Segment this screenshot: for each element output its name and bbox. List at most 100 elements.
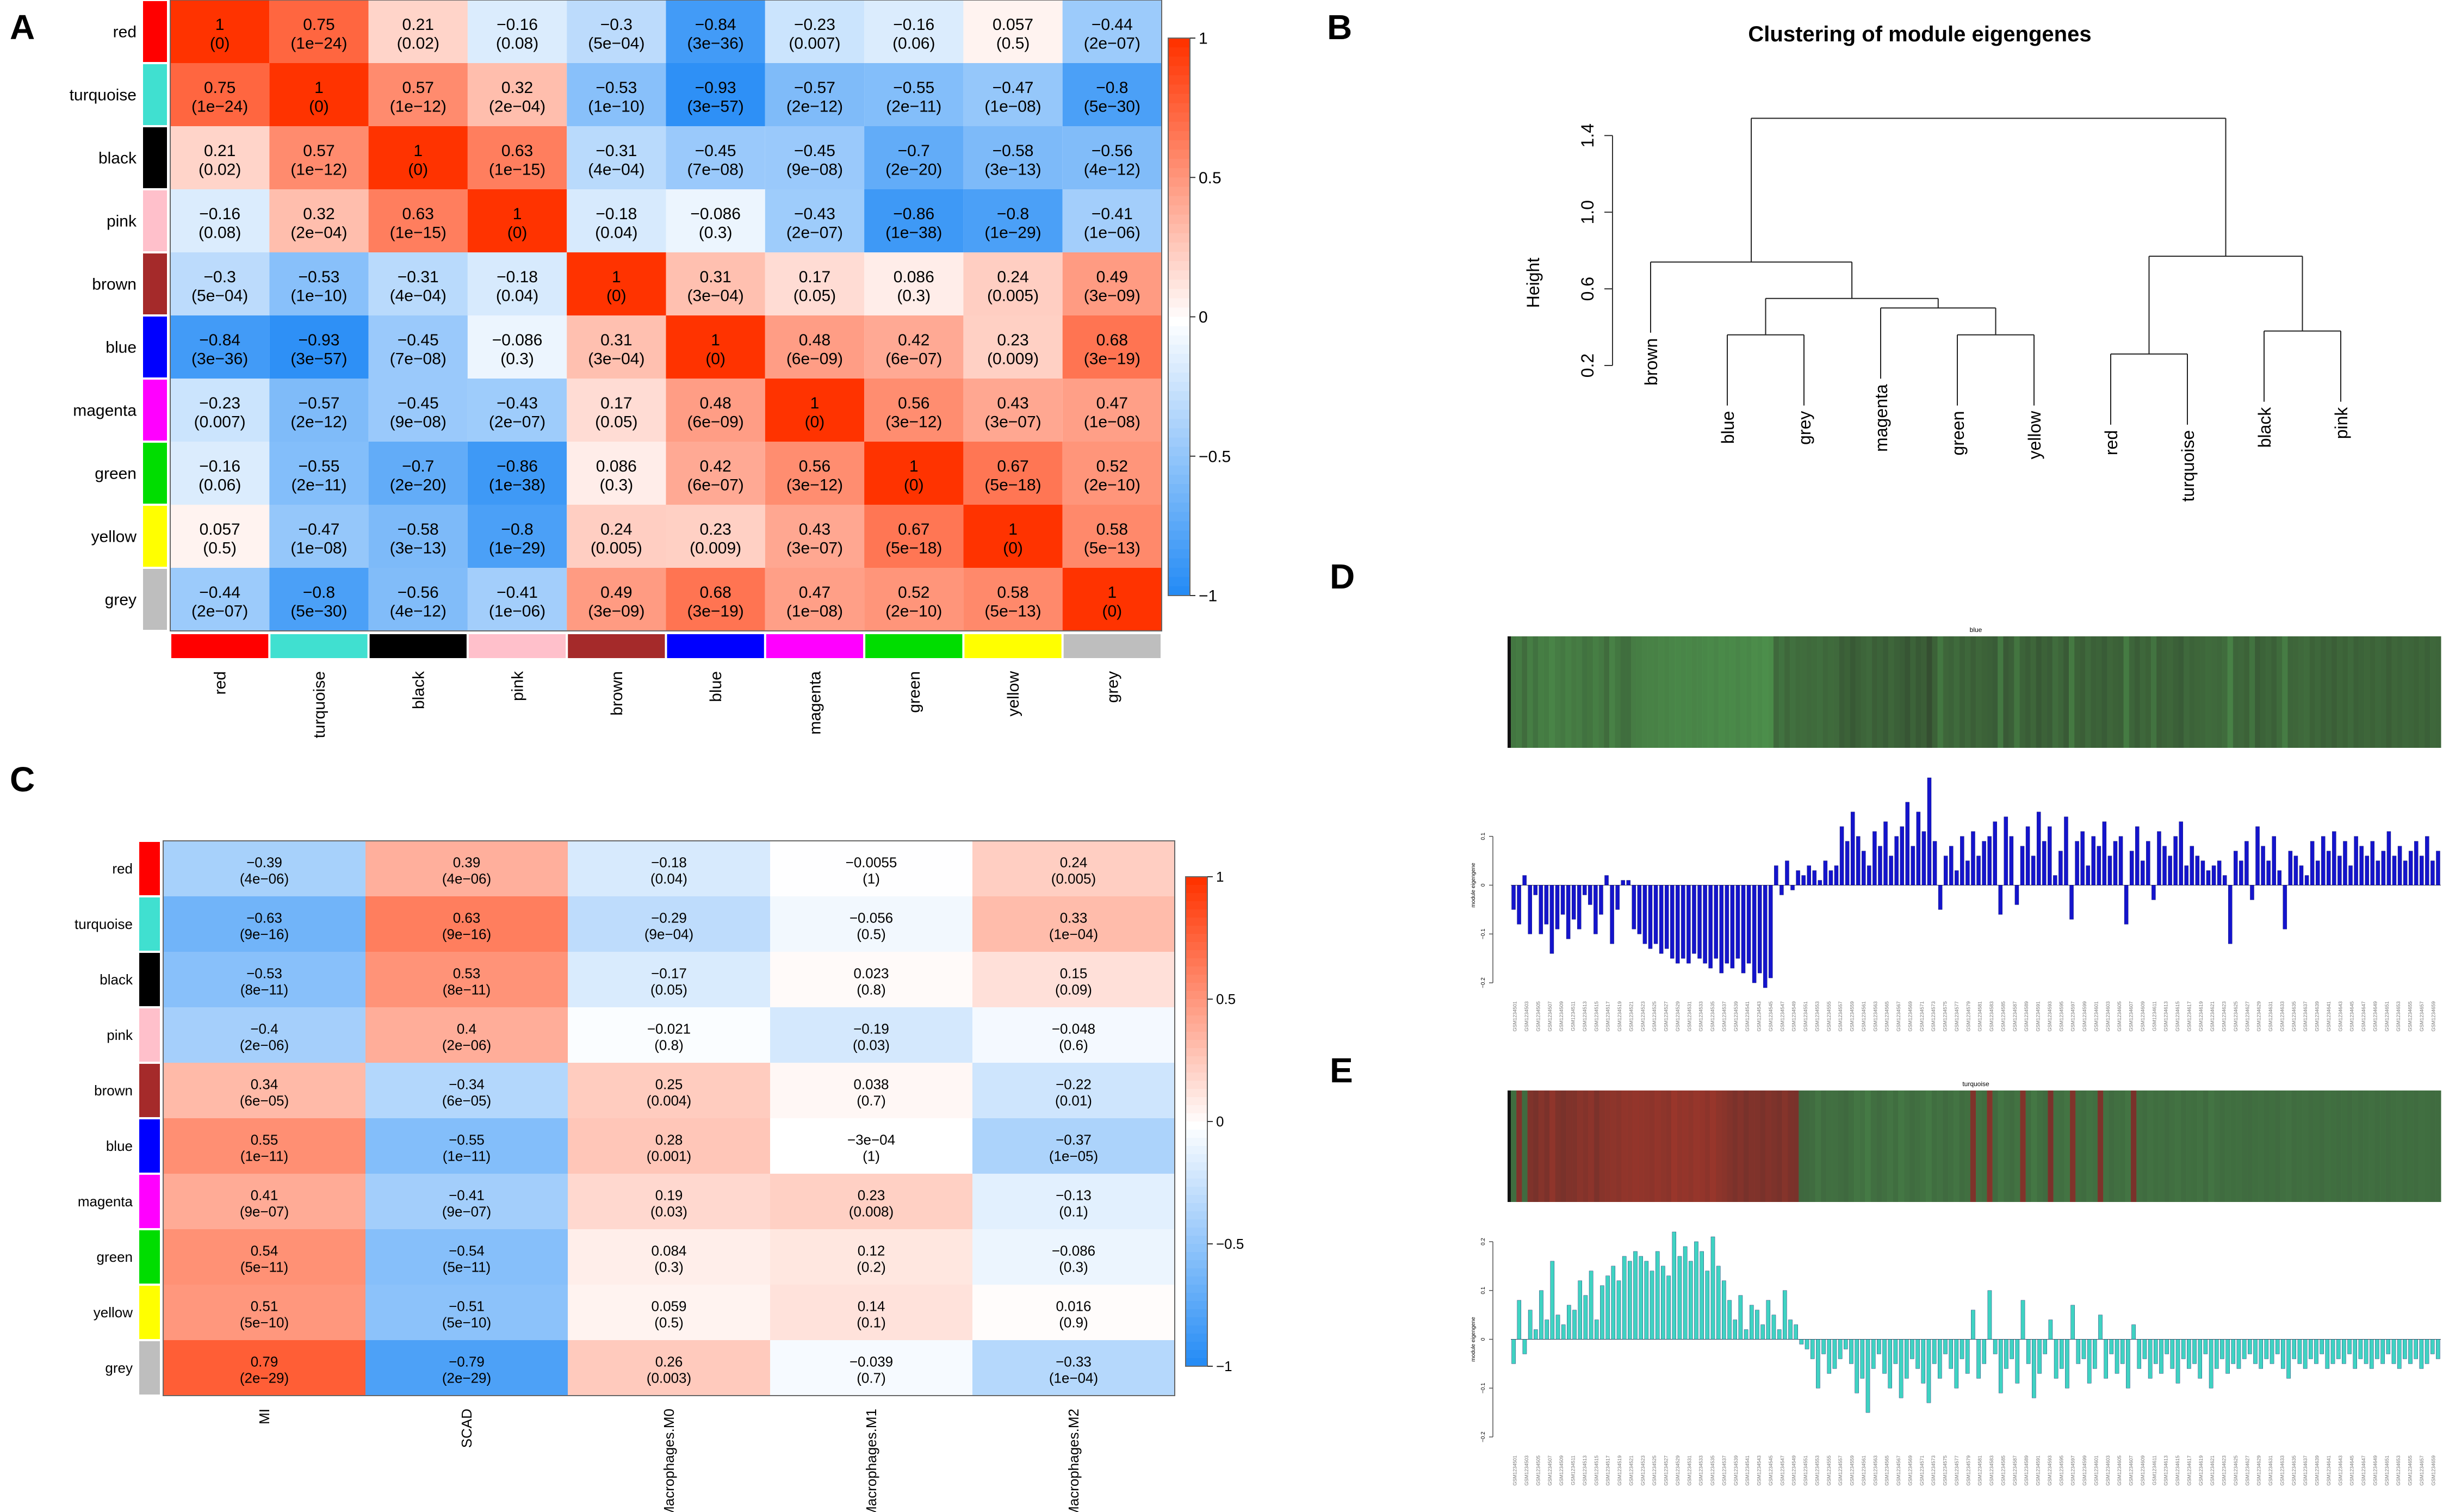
cell-value: −0.18 — [651, 854, 687, 870]
expression-heatmap-column — [2158, 1090, 2165, 1202]
eigengene-bar — [2162, 846, 2167, 885]
eigengene-bar — [1816, 1339, 1820, 1389]
legend-color-step — [1168, 214, 1190, 225]
legend-color-step — [1168, 298, 1190, 308]
expression-heatmap-column — [1664, 636, 1670, 748]
cell-value: −0.31 — [596, 142, 637, 160]
col-color-swatch — [171, 634, 269, 658]
eigengene-bar — [1827, 1339, 1832, 1374]
cell-p-value: (2e−06) — [240, 1037, 289, 1053]
expression-heatmap-column — [2186, 1090, 2192, 1202]
cell-p-value: (0) — [805, 413, 825, 431]
eigengene-bar — [1932, 1339, 1937, 1364]
legend-tick-label: 1 — [1216, 869, 1224, 885]
heatmap-cell — [864, 252, 964, 315]
expression-heatmap-column — [1812, 636, 1818, 748]
expression-heatmap-column — [1976, 1090, 1982, 1202]
cell-value: −0.84 — [695, 16, 736, 34]
sample-label: GSM1234601 — [2093, 1455, 2099, 1486]
panel-label-b: B — [1327, 8, 1352, 47]
row-color-swatch — [139, 1341, 160, 1395]
eigengene-bar — [2124, 885, 2129, 925]
sample-label: GSM1234501 — [1512, 1001, 1518, 1032]
eigengene-bar — [1755, 1310, 1759, 1340]
legend-color-step — [1186, 1015, 1207, 1024]
eigengene-bar — [1600, 1285, 1604, 1340]
sample-label: GSM1234633 — [2279, 1455, 2285, 1486]
expression-heatmap-column — [2291, 1090, 2297, 1202]
heatmap-cell — [567, 0, 666, 63]
cell-p-value: (1e−08) — [786, 603, 843, 621]
eigengene-bar — [2181, 1339, 2186, 1359]
expression-heatmap-column — [2147, 1090, 2154, 1202]
expression-heatmap-column — [2075, 1090, 2081, 1202]
legend-color-step — [1168, 289, 1190, 299]
cell-p-value: (1e−24) — [191, 98, 248, 116]
expression-heatmap-column — [1855, 636, 1862, 748]
sample-label: GSM1234619 — [2198, 1001, 2204, 1032]
cell-value: −0.55 — [298, 457, 339, 475]
heatmap-cell — [365, 1174, 568, 1229]
cell-p-value: (1e−12) — [290, 161, 347, 179]
heatmap-cell — [269, 442, 369, 505]
legend-color-step — [1186, 934, 1207, 943]
sample-label: GSM1234643 — [2337, 1455, 2343, 1486]
legend-color-step — [1186, 1170, 1207, 1179]
eigengene-bar — [1965, 860, 1970, 885]
expression-heatmap-column — [1865, 1090, 1871, 1202]
row-label: blue — [106, 1138, 133, 1154]
cell-p-value: (1e−11) — [240, 1148, 288, 1164]
panel-c-module-trait-heatmap: redturquoiseblackpinkbrownbluemagentagre… — [75, 840, 1244, 1512]
cell-p-value: (0) — [1003, 540, 1023, 557]
legend-color-step — [1186, 1358, 1207, 1367]
eigengene-bar — [1960, 1339, 1964, 1359]
eigengene-bar — [1672, 1231, 1677, 1340]
cell-value: 0.19 — [655, 1187, 683, 1203]
heatmap-cell — [666, 126, 765, 189]
sample-label: GSM1234599 — [2082, 1001, 2087, 1032]
eigengene-bar — [2102, 821, 2107, 885]
eigengene-bar — [1872, 831, 1877, 885]
sample-label: GSM1234549 — [1791, 1455, 1797, 1486]
eigengene-bar — [1834, 865, 1839, 885]
eigengene-bar — [2430, 1339, 2435, 1354]
expression-heatmap-column — [2014, 1090, 2021, 1202]
legend-color-step — [1186, 1146, 1207, 1155]
eigengene-bar — [2118, 836, 2123, 885]
sample-label: GSM1234559 — [1850, 1455, 1855, 1486]
eigengene-bar — [2004, 1339, 2008, 1369]
cell-p-value: (0.08) — [496, 35, 538, 53]
cell-p-value: (0.5) — [996, 35, 1030, 53]
sample-label: GSM1234557 — [1838, 1455, 1843, 1486]
expression-heatmap-column — [1693, 1090, 1700, 1202]
heatmap-cell — [467, 0, 567, 63]
expression-heatmap-column — [1592, 636, 1599, 748]
legend-color-step — [1168, 112, 1190, 122]
cell-p-value: (0.06) — [199, 476, 241, 494]
eigengene-bar — [2277, 870, 2281, 885]
expression-heatmap-column — [2374, 1090, 2380, 1202]
heatmap-cell — [864, 315, 964, 379]
cell-value: 0.43 — [799, 520, 830, 538]
sample-label: GSM1234543 — [1757, 1001, 1762, 1032]
cell-p-value: (2e−06) — [442, 1037, 491, 1053]
expression-heatmap-column — [1964, 636, 1971, 748]
cell-value: −0.37 — [1056, 1131, 1092, 1148]
cell-value: −0.16 — [893, 16, 934, 34]
expression-heatmap-column — [2216, 636, 2223, 748]
expression-heatmap-column — [1793, 1090, 1799, 1202]
heatmap-cell — [765, 126, 865, 189]
cell-p-value: (0.009) — [987, 350, 1039, 368]
eigengene-bar — [2408, 1339, 2413, 1364]
eigengene-bar — [2058, 851, 2063, 885]
cell-p-value: (3e−13) — [390, 540, 447, 557]
cell-value: 0.038 — [853, 1076, 889, 1092]
cell-value: −0.0055 — [846, 854, 897, 870]
sample-label: GSM1234533 — [1698, 1001, 1704, 1032]
expression-heatmap-column — [2205, 636, 2212, 748]
legend-color-step — [1186, 1048, 1207, 1057]
heatmap-cell — [365, 1063, 568, 1118]
expression-heatmap-column — [1544, 1090, 1550, 1202]
expression-heatmap-column — [2225, 1090, 2231, 1202]
expression-heatmap-column — [1942, 1090, 1949, 1202]
